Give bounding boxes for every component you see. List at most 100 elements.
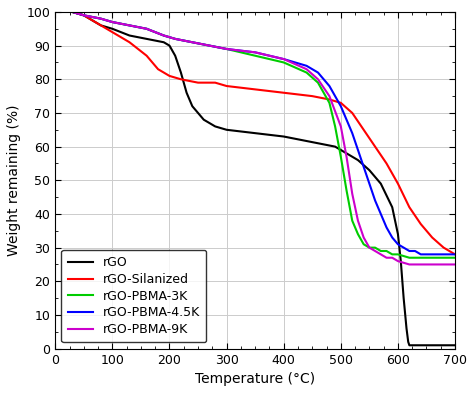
rGO-PBMA-4.5K: [98, 17, 104, 21]
rGO-PBMA-4.5K: [327, 84, 332, 88]
rGO-PBMA-3K: [383, 249, 389, 253]
rGO-PBMA-3K: [378, 249, 383, 253]
rGO-Silanized: [361, 127, 366, 132]
rGO: [332, 144, 338, 149]
rGO-PBMA-3K: [407, 255, 412, 260]
rGO-PBMA-3K: [389, 252, 395, 257]
rGO: [190, 104, 195, 108]
rGO-PBMA-9K: [327, 94, 332, 99]
rGO-PBMA-9K: [366, 245, 372, 250]
rGO-PBMA-9K: [389, 255, 395, 260]
rGO-Silanized: [418, 222, 424, 226]
rGO-PBMA-9K: [127, 23, 132, 28]
rGO-PBMA-4.5K: [161, 33, 166, 38]
rGO-PBMA-9K: [98, 17, 104, 21]
rGO-PBMA-3K: [349, 219, 355, 223]
rGO-PBMA-4.5K: [252, 50, 258, 55]
rGO-PBMA-9K: [344, 154, 349, 159]
rGO-PBMA-4.5K: [395, 242, 401, 247]
rGO-PBMA-3K: [281, 60, 287, 65]
rGO-PBMA-9K: [81, 13, 87, 18]
rGO-PBMA-9K: [452, 262, 458, 267]
rGO-Silanized: [127, 40, 132, 44]
rGO-PBMA-9K: [361, 235, 366, 240]
rGO-PBMA-9K: [407, 262, 412, 267]
rGO: [366, 168, 372, 173]
rGO: [395, 232, 401, 237]
rGO-PBMA-9K: [224, 47, 229, 51]
Line: rGO-PBMA-9K: rGO-PBMA-9K: [73, 12, 455, 264]
rGO: [207, 121, 212, 125]
rGO: [109, 26, 115, 31]
rGO-Silanized: [178, 77, 184, 82]
rGO-PBMA-3K: [304, 70, 310, 75]
rGO-PBMA-4.5K: [109, 20, 115, 24]
rGO-PBMA-9K: [109, 20, 115, 24]
rGO-PBMA-4.5K: [429, 252, 435, 257]
rGO: [298, 138, 304, 142]
rGO: [401, 296, 407, 301]
rGO-PBMA-4.5K: [372, 198, 378, 203]
rGO-PBMA-9K: [424, 262, 429, 267]
rGO: [98, 23, 104, 28]
rGO-PBMA-4.5K: [224, 47, 229, 51]
rGO-PBMA-3K: [252, 53, 258, 58]
rGO-PBMA-9K: [252, 50, 258, 55]
rGO-Silanized: [372, 144, 378, 149]
rGO: [184, 90, 190, 95]
rGO: [201, 118, 207, 122]
rGO: [404, 326, 410, 331]
Legend: rGO, rGO-Silanized, rGO-PBMA-3K, rGO-PBMA-4.5K, rGO-PBMA-9K: rGO, rGO-Silanized, rGO-PBMA-3K, rGO-PBM…: [62, 250, 206, 342]
rGO-PBMA-3K: [395, 252, 401, 257]
rGO-PBMA-3K: [372, 245, 378, 250]
rGO-PBMA-3K: [355, 232, 361, 237]
rGO-PBMA-3K: [70, 9, 75, 14]
rGO-PBMA-4.5K: [127, 23, 132, 28]
rGO-Silanized: [281, 90, 287, 95]
rGO: [252, 131, 258, 136]
rGO-PBMA-4.5K: [441, 252, 447, 257]
rGO: [315, 141, 321, 146]
rGO-PBMA-9K: [378, 252, 383, 257]
rGO-PBMA-9K: [207, 43, 212, 48]
rGO-PBMA-3K: [344, 188, 349, 193]
rGO-Silanized: [155, 67, 161, 72]
rGO: [144, 37, 149, 41]
rGO-PBMA-9K: [349, 191, 355, 196]
rGO-PBMA-9K: [281, 57, 287, 61]
rGO-Silanized: [70, 9, 75, 14]
rGO-PBMA-9K: [338, 124, 344, 129]
rGO-PBMA-9K: [70, 9, 75, 14]
rGO-Silanized: [383, 161, 389, 166]
rGO-PBMA-4.5K: [401, 245, 407, 250]
rGO-PBMA-3K: [338, 154, 344, 159]
rGO-PBMA-3K: [127, 23, 132, 28]
rGO: [378, 181, 383, 186]
rGO-Silanized: [452, 252, 458, 257]
rGO-PBMA-4.5K: [81, 13, 87, 18]
rGO-Silanized: [407, 205, 412, 209]
rGO-PBMA-9K: [383, 255, 389, 260]
rGO-PBMA-3K: [327, 101, 332, 105]
rGO: [281, 134, 287, 139]
rGO-PBMA-3K: [424, 255, 429, 260]
rGO-PBMA-3K: [366, 245, 372, 250]
rGO-PBMA-4.5K: [378, 211, 383, 216]
rGO-Silanized: [327, 97, 332, 102]
rGO-Silanized: [429, 235, 435, 240]
rGO: [355, 158, 361, 162]
rGO: [224, 127, 229, 132]
rGO-PBMA-9K: [173, 37, 178, 41]
rGO-PBMA-3K: [81, 13, 87, 18]
rGO: [424, 343, 429, 348]
rGO-PBMA-4.5K: [338, 104, 344, 108]
rGO-Silanized: [212, 80, 218, 85]
rGO: [405, 340, 411, 344]
Y-axis label: Weight remaining (%): Weight remaining (%): [7, 105, 21, 256]
rGO-Silanized: [338, 101, 344, 105]
rGO-PBMA-3K: [224, 47, 229, 51]
rGO-PBMA-9K: [144, 26, 149, 31]
rGO-Silanized: [81, 13, 87, 18]
rGO-PBMA-4.5K: [452, 252, 458, 257]
rGO: [389, 205, 395, 209]
